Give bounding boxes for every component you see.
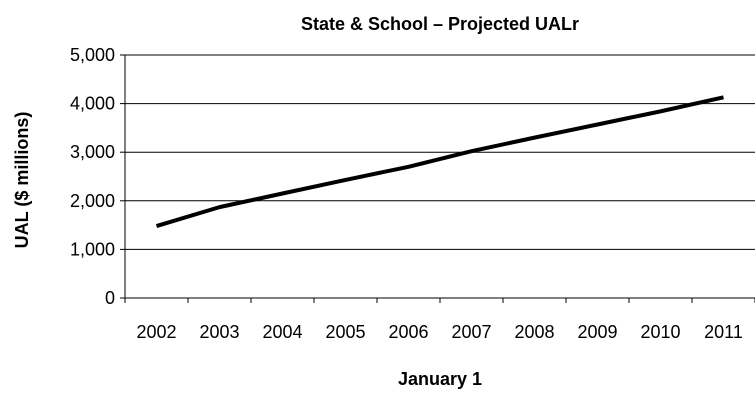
- x-axis-title: January 1: [398, 369, 482, 389]
- x-tick-label: 2009: [577, 322, 617, 342]
- x-tick-label: 2002: [136, 322, 176, 342]
- y-tick-label: 5,000: [70, 45, 115, 65]
- y-tick-label: 1,000: [70, 239, 115, 259]
- axes: [120, 54, 755, 303]
- x-tick-label: 2004: [262, 322, 302, 342]
- y-tick-labels: 0 1,000 2,000 3,000 4,000 5,000: [70, 45, 115, 308]
- y-tick-label: 3,000: [70, 142, 115, 162]
- gridlines: [125, 54, 755, 250]
- x-tick-label: 2006: [388, 322, 428, 342]
- y-axis-title: UAL ($ millions): [12, 112, 32, 249]
- series-layer: [155, 95, 724, 228]
- x-tick-label: 2003: [199, 322, 239, 342]
- y-tick-label: 2,000: [70, 191, 115, 211]
- x-tick-label: 2010: [640, 322, 680, 342]
- y-tick-label: 4,000: [70, 94, 115, 114]
- x-tick-label: 2007: [451, 322, 491, 342]
- series-line: [155, 95, 724, 228]
- y-tick-label: 0: [105, 288, 115, 308]
- x-tick-labels: 2002 2003 2004 2005 2006 2007 2008 2009 2010 2011: [136, 322, 742, 342]
- x-tick-label: 2005: [325, 322, 365, 342]
- x-tick-label: 2011: [704, 322, 743, 342]
- x-tick-label: 2008: [514, 322, 554, 342]
- chart-title: State & School – Projected UALr: [301, 14, 579, 34]
